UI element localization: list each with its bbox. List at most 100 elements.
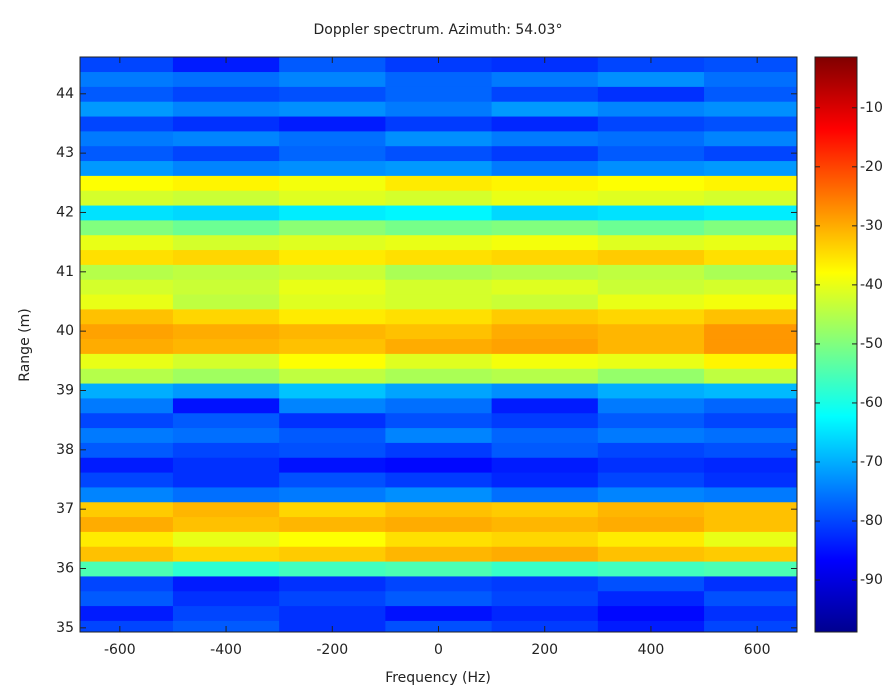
- heatmap-cell: [279, 264, 386, 280]
- heatmap-cell: [385, 86, 493, 102]
- heatmap-cell: [597, 145, 705, 162]
- heatmap-cell: [279, 368, 386, 384]
- heatmap-cell: [80, 368, 174, 384]
- heatmap-cell: [385, 486, 493, 503]
- heatmap-cell: [385, 457, 493, 473]
- heatmap-cell: [491, 57, 599, 73]
- heatmap-cell: [385, 130, 493, 147]
- heatmap-cell: [385, 234, 493, 251]
- heatmap-cell: [172, 145, 280, 162]
- heatmap-cell: [80, 249, 174, 265]
- heatmap-cell: [597, 353, 705, 369]
- heatmap-cell: [597, 86, 705, 102]
- heatmap-cell: [704, 605, 797, 621]
- heatmap-cell: [597, 219, 705, 236]
- heatmap-cell: [80, 116, 174, 132]
- heatmap-cell: [385, 338, 493, 354]
- heatmap-cell: [385, 160, 493, 176]
- heatmap-cell: [385, 472, 493, 488]
- heatmap-cell: [279, 412, 386, 429]
- heatmap-cell: [279, 205, 386, 221]
- heatmap-cell: [172, 219, 280, 236]
- heatmap-cell: [80, 205, 174, 221]
- heatmap-cell: [491, 590, 599, 607]
- y-tick-label: 36: [56, 561, 74, 577]
- heatmap-cell: [597, 427, 705, 443]
- heatmap-cell: [385, 546, 493, 562]
- heatmap-cell: [491, 383, 599, 399]
- heatmap-cell: [279, 516, 386, 532]
- heatmap-cell: [597, 190, 705, 206]
- heatmap-cell: [491, 219, 599, 236]
- heatmap-cell: [80, 323, 174, 340]
- heatmap-cell: [80, 160, 174, 176]
- heatmap-cell: [385, 71, 493, 87]
- heatmap-cell: [172, 516, 280, 532]
- x-axis-label: Frequency (Hz): [385, 670, 491, 686]
- heatmap-cell: [491, 457, 599, 473]
- heatmap-cell: [172, 101, 280, 117]
- heatmap-cell: [279, 501, 386, 518]
- heatmap-cell: [385, 575, 493, 592]
- heatmap-cell: [385, 427, 493, 443]
- heatmap-cell: [385, 501, 493, 518]
- heatmap-cell: [704, 323, 797, 340]
- heatmap-cell: [704, 397, 797, 414]
- colorbar-tick-label: -80: [860, 513, 883, 529]
- heatmap-cell: [385, 175, 493, 191]
- heatmap-cell: [279, 160, 386, 176]
- x-tick-label: 200: [531, 642, 558, 658]
- heatmap-cell: [385, 531, 493, 547]
- heatmap-cell: [385, 294, 493, 310]
- colorbar-tick-label: -50: [860, 336, 883, 352]
- heatmap-cell: [80, 472, 174, 488]
- y-tick-label: 35: [56, 620, 74, 636]
- heatmap-cell: [704, 338, 797, 354]
- colorbar: [814, 56, 858, 633]
- colorbar-tick-label: -20: [860, 159, 883, 175]
- heatmap-cell: [279, 145, 386, 162]
- heatmap-cell: [491, 234, 599, 251]
- heatmap-cell: [491, 190, 599, 206]
- heatmap-cell: [491, 130, 599, 147]
- heatmap-cell: [704, 71, 797, 87]
- x-tick-label: 0: [434, 642, 443, 658]
- heatmap-cell: [385, 323, 493, 340]
- heatmap-cell: [597, 338, 705, 354]
- heatmap-cell: [597, 323, 705, 340]
- heatmap-cell: [80, 457, 174, 473]
- heatmap-cell: [80, 486, 174, 503]
- heatmap-cell: [172, 442, 280, 458]
- colorbar-tick-label: -70: [860, 454, 883, 470]
- heatmap-cell: [597, 57, 705, 73]
- heatmap-cell: [80, 427, 174, 443]
- heatmap-cell: [491, 249, 599, 265]
- heatmap-cell: [491, 546, 599, 562]
- heatmap-cell: [279, 175, 386, 191]
- heatmap-cell: [704, 590, 797, 607]
- colorbar-tick-label: -90: [860, 572, 883, 588]
- heatmap-cell: [279, 101, 386, 117]
- heatmap-cell: [279, 294, 386, 310]
- heatmap-cell: [597, 294, 705, 310]
- heatmap-cell: [597, 368, 705, 384]
- heatmap-cell: [172, 249, 280, 265]
- heatmap-cell: [597, 486, 705, 503]
- heatmap-cell: [385, 145, 493, 162]
- heatmap-cell: [704, 219, 797, 236]
- heatmap-cell: [80, 575, 174, 592]
- heatmap-cell: [491, 279, 599, 295]
- heatmap-cell: [279, 308, 386, 325]
- heatmap-cell: [491, 486, 599, 503]
- heatmap-cell: [491, 145, 599, 162]
- x-tick-label: 600: [744, 642, 771, 658]
- heatmap-cell: [491, 308, 599, 325]
- heatmap-cell: [172, 412, 280, 429]
- heatmap-cell: [491, 160, 599, 176]
- heatmap-cell: [491, 605, 599, 621]
- heatmap-cell: [172, 501, 280, 518]
- heatmap-cell: [172, 323, 280, 340]
- heatmap-cell: [491, 516, 599, 532]
- heatmap-cell: [80, 71, 174, 87]
